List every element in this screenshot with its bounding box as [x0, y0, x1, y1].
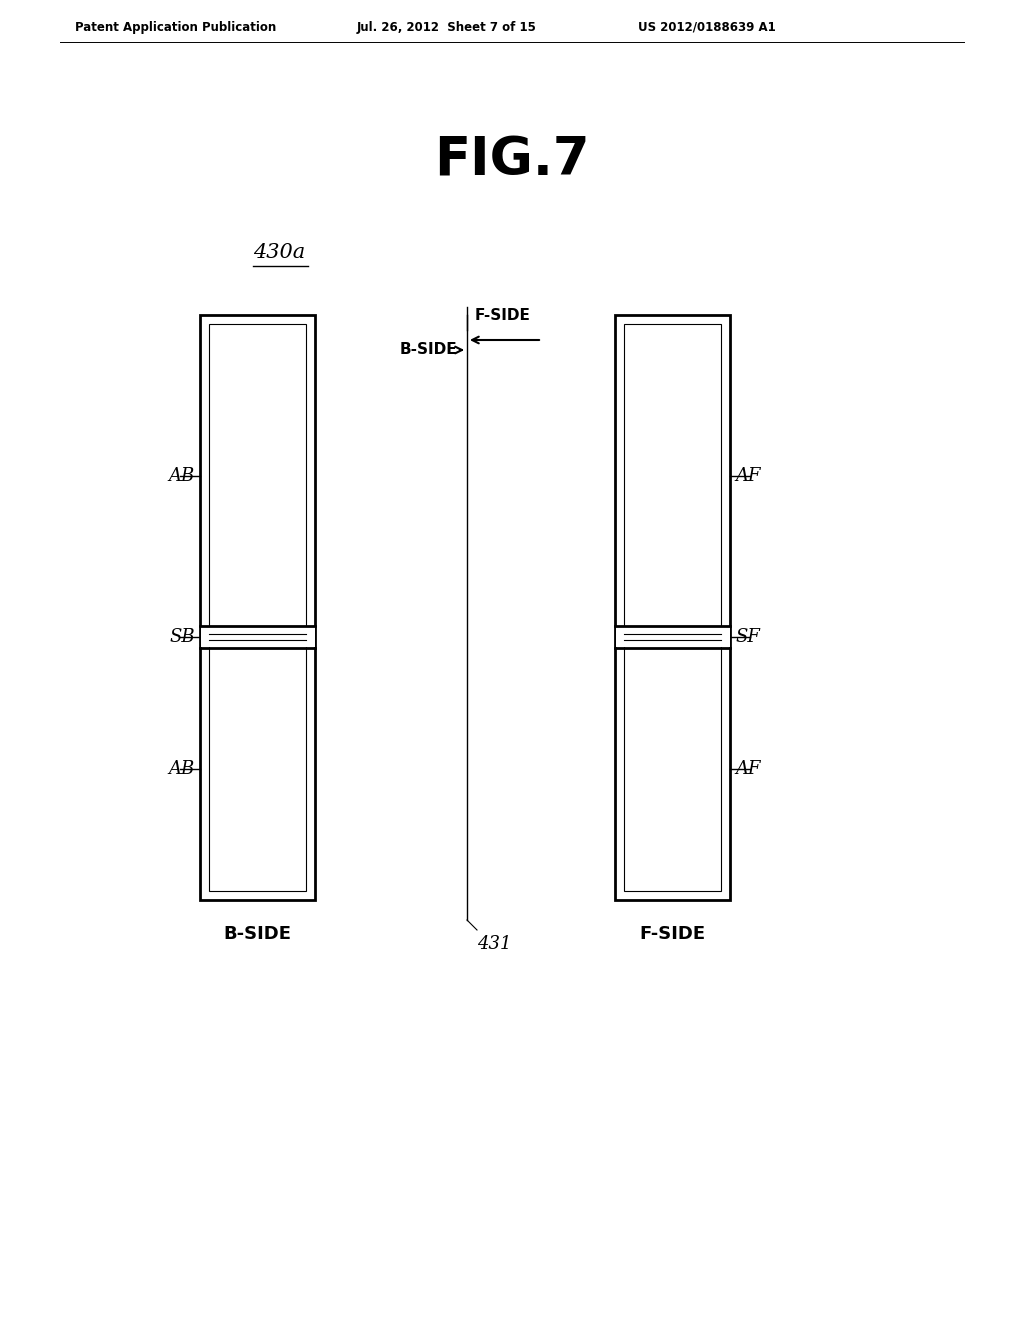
Text: AB: AB [169, 759, 195, 777]
Bar [624, 323, 721, 891]
Bar [201, 627, 314, 647]
Bar [615, 315, 730, 900]
Bar [209, 323, 306, 891]
Text: SB: SB [169, 628, 195, 645]
Text: AB: AB [169, 467, 195, 484]
Bar [200, 315, 315, 900]
Text: B-SIDE: B-SIDE [223, 925, 292, 942]
Bar [615, 627, 729, 647]
Text: B-SIDE: B-SIDE [399, 342, 457, 358]
Text: US 2012/0188639 A1: US 2012/0188639 A1 [638, 21, 776, 33]
Text: F-SIDE: F-SIDE [475, 308, 530, 322]
Text: 431: 431 [477, 935, 512, 953]
Text: FIG.7: FIG.7 [434, 135, 590, 186]
Text: SF: SF [735, 628, 760, 645]
Text: Patent Application Publication: Patent Application Publication [75, 21, 276, 33]
Text: AF: AF [735, 467, 761, 484]
Text: F-SIDE: F-SIDE [639, 925, 706, 942]
Text: 430a: 430a [253, 243, 305, 261]
Text: AF: AF [735, 759, 761, 777]
Text: Jul. 26, 2012  Sheet 7 of 15: Jul. 26, 2012 Sheet 7 of 15 [357, 21, 537, 33]
